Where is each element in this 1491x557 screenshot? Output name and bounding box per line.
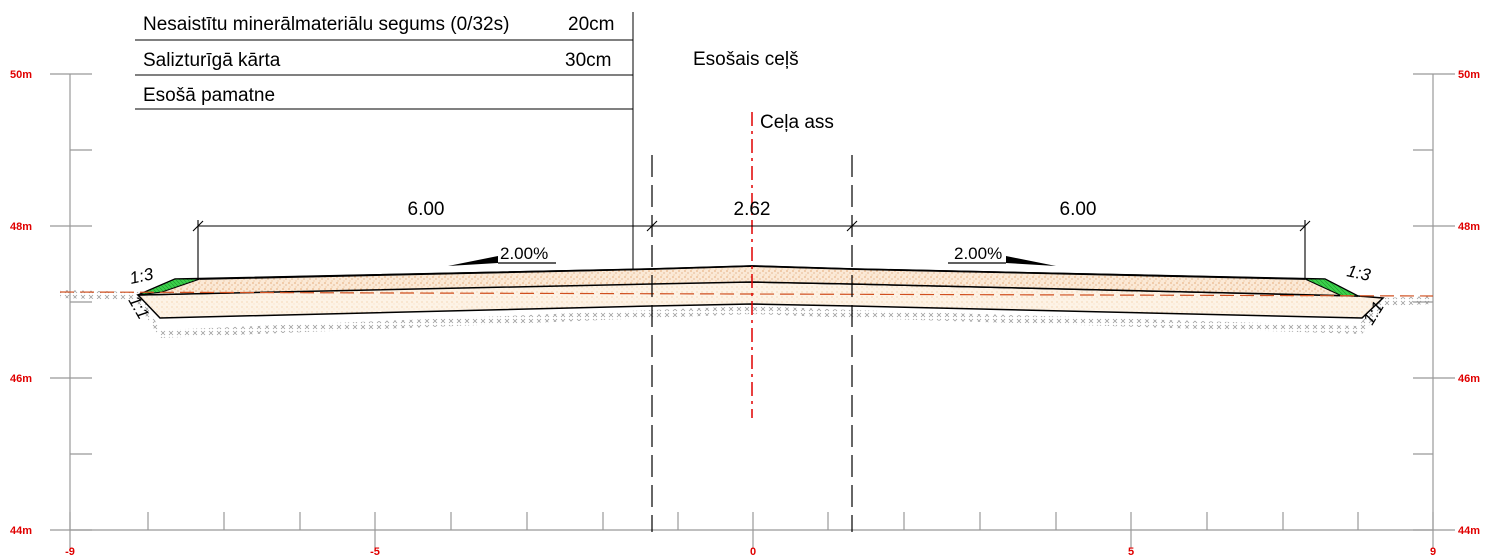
dimension-right-width: 6.00 (1060, 199, 1097, 220)
legend-row-2-thickness: 30cm (565, 50, 611, 71)
dimension-left-width: 6.00 (408, 199, 445, 220)
left-elev-label-44: 44m (10, 525, 32, 537)
right-green-shoulder (1304, 278, 1359, 297)
left-elevation-axis: 50m 48m 46m 44m (10, 69, 92, 537)
offset-label-5: 5 (1128, 546, 1134, 557)
right-elev-label-50: 50m (1458, 69, 1480, 81)
offset-label-9: 9 (1430, 546, 1436, 557)
left-fill-slope-label: 1:3 (128, 264, 156, 288)
legend-row-2-name: Salizturīgā kārta (143, 50, 281, 71)
dimension-lines (192, 220, 1311, 279)
pavement-structure (136, 265, 1385, 319)
existing-road-label: Esošais ceļš (693, 49, 799, 70)
legend-row-1-thickness: 20cm (568, 14, 614, 35)
right-elev-label-44: 44m (1458, 525, 1480, 537)
offset-label-minus5: -5 (370, 546, 380, 557)
legend-row-3-name: Esošā pamatne (143, 85, 275, 106)
right-elev-label-46: 46m (1458, 373, 1480, 385)
right-fill-slope-label: 1:3 (1345, 261, 1373, 285)
offset-axis: -9 -5 0 5 9 (65, 512, 1436, 557)
left-grade-label: 2.00% (500, 244, 548, 263)
existing-ground-hatch (60, 290, 1433, 338)
left-elev-label-50: 50m (10, 69, 32, 81)
road-axis-label: Ceļa ass (760, 112, 834, 133)
left-grade-indicator: 2.00% (448, 244, 556, 266)
existing-ground-line (59, 291, 1434, 297)
right-elev-label-48: 48m (1458, 221, 1480, 233)
layer-legend-table: Nesaistītu minerālmateriālu segums (0/32… (135, 12, 634, 270)
right-grade-label: 2.00% (954, 244, 1002, 263)
right-grade-indicator: 2.00% (948, 244, 1056, 266)
left-elev-label-46: 46m (10, 373, 32, 385)
dimension-middle-width: 2.62 (734, 199, 771, 220)
legend-row-1-name: Nesaistītu minerālmateriālu segums (0/32… (143, 14, 509, 35)
offset-label-0: 0 (750, 546, 756, 557)
offset-label-minus9: -9 (65, 546, 75, 557)
left-elev-label-48: 48m (10, 221, 32, 233)
